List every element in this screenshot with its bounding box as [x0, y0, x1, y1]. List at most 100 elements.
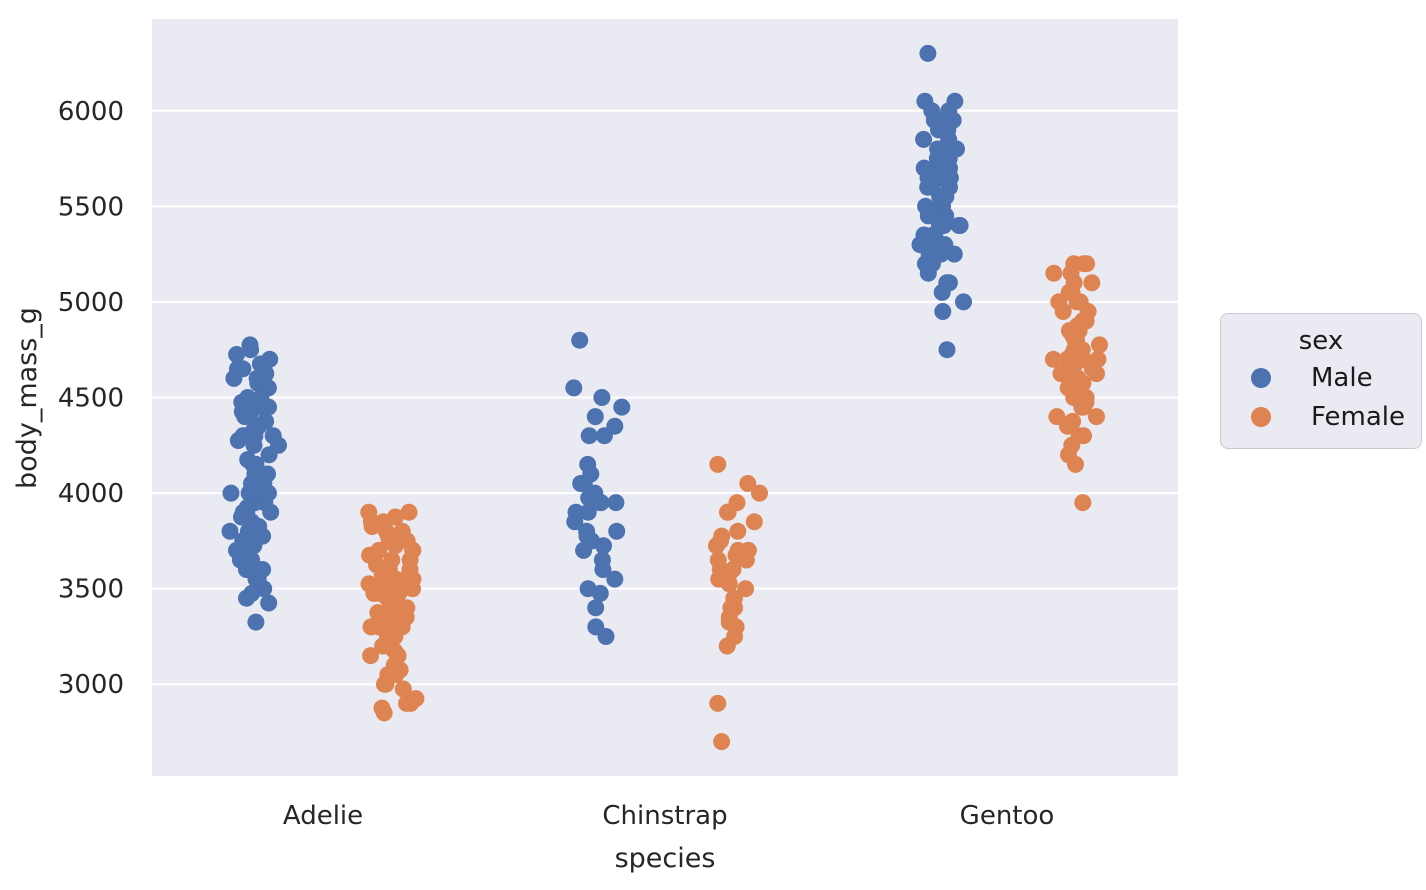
data-point-chinstrap-male	[606, 570, 624, 588]
data-point-chinstrap-male	[565, 379, 583, 397]
legend-item-female: Female	[1221, 397, 1421, 436]
data-point-chinstrap-male	[579, 503, 597, 521]
male-marker-icon	[1251, 367, 1271, 388]
y-tick-label: 3500	[58, 575, 124, 605]
x-tick-label-adelie: Adelie	[283, 801, 363, 831]
data-point-adelie-male	[221, 522, 239, 540]
data-point-adelie-female	[393, 522, 411, 540]
data-point-adelie-male	[247, 613, 265, 631]
x-axis-label: species	[615, 843, 716, 874]
data-point-adelie-female	[394, 680, 412, 698]
data-point-adelie-male	[261, 350, 279, 368]
data-point-gentoo-male	[915, 159, 933, 177]
data-point-adelie-male	[257, 412, 275, 430]
legend-label-male: Male	[1311, 362, 1373, 393]
data-point-chinstrap-female	[751, 484, 768, 502]
x-tick-label-gentoo: Gentoo	[960, 801, 1055, 831]
data-point-chinstrap-female	[728, 494, 746, 512]
data-point-adelie-female	[397, 570, 414, 588]
female-marker-icon	[1251, 406, 1271, 427]
data-point-gentoo-female	[1091, 336, 1108, 354]
data-point-gentoo-female	[1044, 350, 1062, 368]
data-point-chinstrap-female	[725, 589, 743, 607]
data-point-gentoo-male	[915, 226, 933, 244]
data-point-adelie-male	[241, 336, 259, 354]
data-point-gentoo-female	[1075, 255, 1093, 273]
data-point-adelie-male	[239, 389, 257, 406]
data-point-gentoo-male	[916, 92, 934, 110]
data-point-gentoo-female	[1045, 264, 1063, 282]
data-point-chinstrap-male	[593, 389, 611, 406]
y-tick-label: 5000	[58, 288, 124, 318]
data-point-chinstrap-male	[587, 618, 605, 636]
y-axis-tick-labels: 3000 3500 4000 4500 5000 5500 6000	[58, 97, 124, 700]
data-point-chinstrap-female	[739, 475, 757, 492]
y-tick-label: 6000	[58, 97, 124, 127]
y-tick-label: 4000	[58, 479, 124, 509]
data-point-gentoo-male	[938, 274, 956, 292]
data-point-gentoo-male	[917, 197, 935, 215]
data-point-adelie-male	[259, 465, 276, 483]
legend-item-male: Male	[1221, 358, 1421, 397]
y-tick-label: 5500	[58, 192, 124, 222]
data-point-adelie-male	[254, 561, 272, 578]
data-point-adelie-female	[400, 503, 418, 521]
data-point-chinstrap-female	[713, 527, 731, 545]
data-point-chinstrap-female	[729, 522, 747, 540]
data-point-chinstrap-female	[737, 580, 755, 598]
data-point-chinstrap-male	[606, 417, 624, 435]
data-point-gentoo-male	[915, 130, 933, 148]
data-point-adelie-female	[365, 584, 383, 602]
data-point-gentoo-female	[1059, 379, 1077, 397]
data-point-adelie-female	[362, 647, 380, 665]
data-point-adelie-female	[388, 608, 406, 626]
y-axis-label: body_mass_g	[12, 307, 43, 489]
data-point-adelie-female	[369, 604, 387, 622]
data-point-chinstrap-female	[713, 733, 731, 751]
data-point-chinstrap-male	[613, 398, 631, 416]
data-point-chinstrap-male	[587, 599, 605, 617]
data-point-gentoo-female	[1083, 274, 1101, 292]
data-point-gentoo-male	[950, 217, 968, 234]
data-point-adelie-female	[383, 551, 401, 569]
data-point-gentoo-male	[934, 303, 952, 320]
data-point-chinstrap-female	[709, 551, 727, 569]
gridlines	[152, 109, 1178, 686]
y-tick-label: 3000	[58, 670, 124, 700]
data-point-adelie-female	[407, 690, 425, 708]
data-points	[221, 44, 1108, 751]
data-point-chinstrap-female	[709, 455, 727, 473]
x-tick-label-chinstrap: Chinstrap	[602, 801, 727, 831]
data-point-gentoo-female	[1048, 408, 1066, 426]
data-point-chinstrap-male	[578, 522, 596, 540]
data-point-chinstrap-male	[586, 408, 604, 426]
data-point-adelie-male	[239, 451, 257, 469]
data-point-chinstrap-male	[580, 427, 598, 445]
data-point-gentoo-male	[946, 92, 964, 110]
data-point-adelie-female	[386, 508, 404, 526]
data-point-gentoo-female	[1064, 412, 1082, 430]
data-point-gentoo-female	[1074, 494, 1092, 512]
data-point-adelie-male	[222, 484, 240, 502]
data-point-adelie-female	[360, 503, 378, 521]
data-point-chinstrap-male	[567, 503, 585, 521]
x-axis-tick-labels: Adelie Chinstrap Gentoo	[283, 801, 1054, 831]
data-point-chinstrap-male	[608, 522, 626, 540]
legend-title: sex	[1298, 326, 1344, 356]
y-tick-label: 4500	[58, 384, 124, 414]
data-point-gentoo-female	[1075, 427, 1092, 445]
data-point-chinstrap-male	[571, 331, 589, 349]
data-point-adelie-male	[228, 346, 246, 363]
data-point-adelie-female	[373, 699, 391, 717]
data-point-chinstrap-male	[579, 580, 597, 598]
data-point-chinstrap-female	[709, 694, 727, 712]
data-point-gentoo-female	[1089, 350, 1107, 368]
data-point-gentoo-female	[1088, 408, 1105, 426]
legend-label-female: Female	[1311, 401, 1406, 432]
legend: sex Male Female	[1220, 313, 1422, 449]
data-point-chinstrap-female	[739, 541, 757, 559]
data-point-adelie-male	[260, 594, 278, 612]
data-point-gentoo-male	[938, 341, 956, 359]
